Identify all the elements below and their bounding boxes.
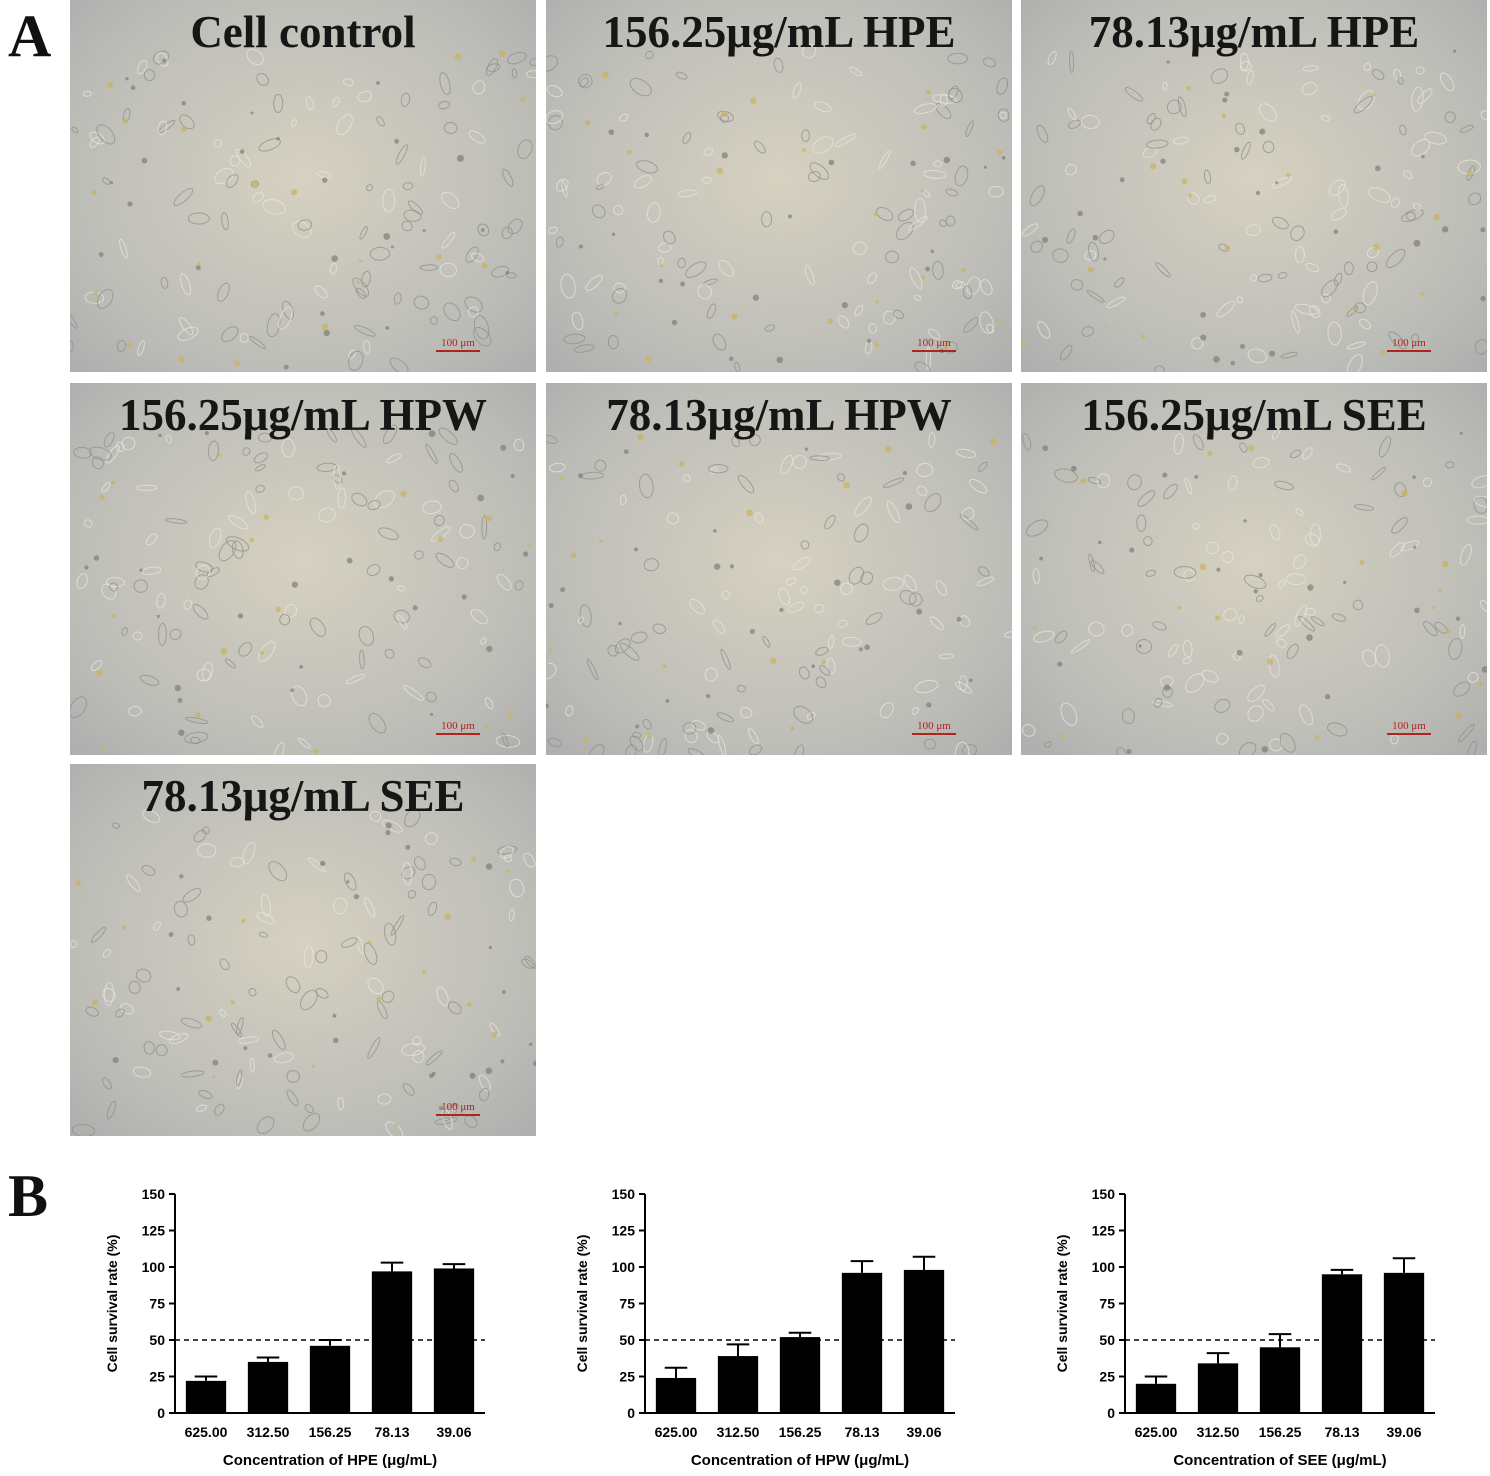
bar-chart-see: 0 25 50 75 100 125 150 625.00 312.50 156.25 78.13 3… (1045, 1180, 1455, 1470)
y-tick-label: 75 (149, 1296, 165, 1312)
scale-bar: 100 μm (436, 338, 480, 352)
x-tick-label: 156.25 (1259, 1424, 1302, 1440)
x-tick-label: 312.50 (247, 1424, 290, 1440)
cell-texture (546, 43, 1010, 372)
bar (903, 1269, 945, 1413)
cell-texture (546, 431, 1012, 755)
x-tick-label: 625.00 (655, 1424, 698, 1440)
cell-texture (70, 424, 531, 755)
y-axis-label: Cell survival rate (%) (1054, 1235, 1070, 1373)
x-axis-label: Concentration of HPW (μg/mL) (691, 1452, 909, 1469)
y-tick-label: 0 (1107, 1405, 1115, 1421)
x-tick-label: 625.00 (185, 1424, 228, 1440)
cell-texture (70, 808, 536, 1136)
y-tick-label: 100 (1092, 1259, 1116, 1275)
bar-chart-see-svg: 0 25 50 75 100 125 150 625.00 312.50 156.25 78.13 3… (1054, 1186, 1435, 1469)
micrograph-title: 78.13μg/mL HPE (1088, 7, 1420, 57)
x-tick-label: 78.13 (374, 1424, 409, 1440)
scale-bar-label: 100 μm (1392, 337, 1426, 349)
y-tick-label: 125 (142, 1223, 166, 1239)
x-tick-label: 156.25 (779, 1424, 822, 1440)
micrograph-hpw-78: 78.13μg/mL HPW 100 μm (546, 383, 1012, 755)
scale-bar: 100 μm (436, 721, 480, 735)
y-tick-label: 75 (619, 1296, 635, 1312)
panel-label-a: A (8, 3, 52, 69)
y-tick-label: 25 (619, 1369, 635, 1385)
x-tick-label: 78.13 (844, 1424, 879, 1440)
bar (1259, 1347, 1301, 1413)
y-tick-label: 25 (149, 1369, 165, 1385)
y-tick-label: 125 (1092, 1223, 1116, 1239)
x-tick-label: 78.13 (1324, 1424, 1359, 1440)
x-tick-label: 312.50 (1197, 1424, 1240, 1440)
bar (1135, 1383, 1177, 1413)
y-tick-label: 75 (1099, 1296, 1115, 1312)
y-axis-label: Cell survival rate (%) (104, 1235, 120, 1373)
bar (717, 1356, 759, 1413)
micrograph-hpw-156: 156.25μg/mL HPW 100 μm (70, 383, 536, 755)
bar-chart-hpe-svg: 0 25 50 75 100 125 150 625.00 312.50 156.25 78.13 3… (104, 1186, 485, 1469)
scale-bar-label: 100 μm (1392, 720, 1426, 732)
micrograph-title: Cell control (190, 7, 416, 57)
cell-texture (70, 48, 536, 372)
scale-bar: 100 μm (436, 1102, 480, 1116)
y-tick-label: 125 (612, 1223, 636, 1239)
y-tick-label: 150 (1092, 1186, 1116, 1202)
micrograph-see-156: 156.25μg/mL SEE 100 μm (1021, 383, 1487, 755)
micrograph-title: 156.25μg/mL HPE (602, 7, 956, 57)
scale-bar: 100 μm (1387, 338, 1431, 352)
bar-chart-hpe: 0 25 50 75 100 125 150 625.00 312.50 156.25 78.13 3… (95, 1180, 505, 1470)
y-tick-label: 100 (142, 1259, 166, 1275)
cell-texture (1021, 49, 1487, 372)
bar (1321, 1274, 1363, 1413)
y-tick-label: 150 (612, 1186, 636, 1202)
bar (371, 1271, 413, 1413)
scale-bar: 100 μm (912, 338, 956, 352)
micrograph-title: 156.25μg/mL HPW (118, 390, 488, 440)
x-tick-label: 312.50 (717, 1424, 760, 1440)
bar (779, 1337, 821, 1413)
y-tick-label: 0 (157, 1405, 165, 1421)
bar (1383, 1272, 1425, 1413)
scale-bar: 100 μm (1387, 721, 1431, 735)
scale-bar-label: 100 μm (441, 337, 475, 349)
bar (841, 1272, 883, 1413)
y-tick-label: 0 (627, 1405, 635, 1421)
micrograph-title: 78.13μg/mL HPW (606, 390, 952, 440)
micrograph-title: 156.25μg/mL SEE (1081, 390, 1427, 440)
scale-bar-label: 100 μm (441, 1101, 475, 1113)
scale-bar-label: 100 μm (917, 720, 951, 732)
panel-label-b: B (8, 1163, 49, 1229)
bar (247, 1361, 289, 1413)
x-axis-label: Concentration of HPE (μg/mL) (223, 1452, 437, 1469)
x-tick-label: 625.00 (1135, 1424, 1178, 1440)
y-tick-label: 50 (149, 1332, 165, 1348)
bar-chart-hpw: 0 25 50 75 100 125 150 625.00 312.50 156.25 78.13 3… (565, 1180, 975, 1470)
x-tick-label: 39.06 (436, 1424, 471, 1440)
bar (1197, 1363, 1239, 1413)
scale-bar-label: 100 μm (441, 720, 475, 732)
micrograph-hpe-78: 78.13μg/mL HPE 100 μm (1021, 0, 1487, 372)
y-tick-label: 50 (619, 1332, 635, 1348)
cell-texture (1022, 427, 1487, 755)
bar (655, 1377, 697, 1413)
y-tick-label: 150 (142, 1186, 166, 1202)
y-tick-label: 50 (1099, 1332, 1115, 1348)
bar (185, 1380, 227, 1413)
x-tick-label: 39.06 (906, 1424, 941, 1440)
y-axis-label: Cell survival rate (%) (574, 1235, 590, 1373)
x-tick-label: 39.06 (1386, 1424, 1421, 1440)
scale-bar: 100 μm (912, 721, 956, 735)
micrograph-cell-control: Cell control 100 μm (70, 0, 536, 372)
x-tick-label: 156.25 (309, 1424, 352, 1440)
bar-chart-hpw-svg: 0 25 50 75 100 125 150 625.00 312.50 156.25 78.13 3… (574, 1186, 955, 1469)
bar (309, 1345, 351, 1413)
y-tick-label: 100 (612, 1259, 636, 1275)
scale-bar-label: 100 μm (917, 337, 951, 349)
micrograph-hpe-156: 156.25μg/mL HPE 100 μm (546, 0, 1012, 372)
micrograph-see-78: 78.13μg/mL SEE 100 μm (70, 764, 536, 1136)
micrograph-title: 78.13μg/mL SEE (141, 771, 465, 821)
y-tick-label: 25 (1099, 1369, 1115, 1385)
x-axis-label: Concentration of SEE (μg/mL) (1173, 1452, 1386, 1469)
